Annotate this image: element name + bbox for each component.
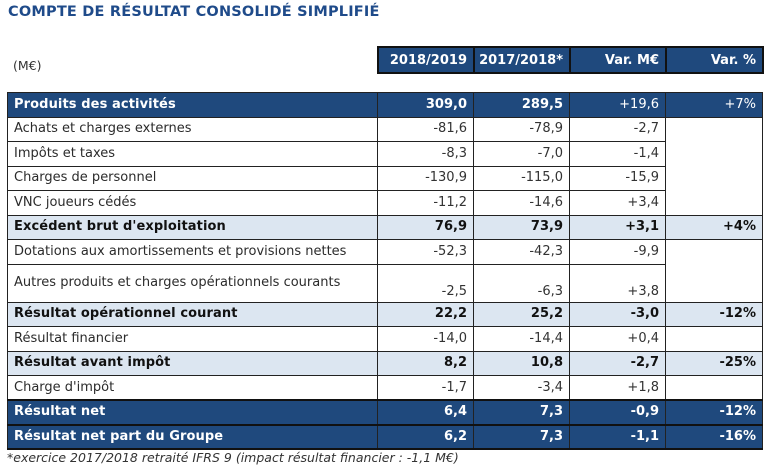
value-2018-2019: 6,4 bbox=[377, 399, 474, 425]
row-label: Dotations aux amortissements et provisio… bbox=[7, 239, 378, 265]
value-2017-2018: -115,0 bbox=[473, 165, 570, 191]
row-label: Charge d'impôt bbox=[7, 375, 378, 401]
value-var-pct: -25% bbox=[665, 350, 763, 376]
table-row-achats: Achats et charges externes -81,6 -78,9 -… bbox=[7, 116, 763, 216]
value-var-pct: +4% bbox=[665, 214, 763, 240]
value-var-pct: +7% bbox=[665, 92, 763, 118]
value-2018-2019: -8,3 bbox=[377, 141, 474, 167]
value-2017-2018: 289,5 bbox=[473, 92, 570, 118]
row-label: Résultat avant impôt bbox=[7, 350, 378, 376]
row-label: Achats et charges externes bbox=[7, 116, 378, 142]
value-2018-2019: 22,2 bbox=[377, 301, 474, 327]
value-var-pct: -16% bbox=[665, 423, 763, 450]
value-var-m: -15,9 bbox=[569, 165, 666, 191]
table-row-autres-produits: Autres produits et charges opérationnels… bbox=[7, 263, 763, 303]
value-2017-2018: -42,3 bbox=[473, 239, 570, 265]
value-2018-2019: -2,5 bbox=[377, 263, 474, 303]
table-row-resultat-avant-impot: Résultat avant impôt 8,2 10,8 -2,7 -25% bbox=[7, 350, 763, 376]
value-2017-2018: -3,4 bbox=[473, 375, 570, 401]
value-var-pct-empty bbox=[665, 326, 763, 352]
row-label: VNC joueurs cédés bbox=[7, 190, 378, 216]
value-2017-2018: 7,3 bbox=[473, 399, 570, 425]
value-2017-2018: -7,0 bbox=[473, 141, 570, 167]
row-label: Résultat net bbox=[7, 399, 378, 425]
column-header: 2018/2019 2017/2018* Var. M€ Var. % bbox=[377, 46, 764, 74]
table-row-dotations: Dotations aux amortissements et provisio… bbox=[7, 239, 763, 303]
value-2017-2018: 7,3 bbox=[473, 423, 570, 450]
value-var-m: +3,8 bbox=[569, 263, 666, 303]
value-2017-2018: 73,9 bbox=[473, 214, 570, 240]
column-header-var-pct: Var. % bbox=[665, 46, 764, 74]
value-2018-2019: 6,2 bbox=[377, 423, 474, 450]
row-label: Impôts et taxes bbox=[7, 141, 378, 167]
value-var-m: -1,1 bbox=[569, 423, 666, 450]
value-2017-2018: -78,9 bbox=[473, 116, 570, 142]
value-var-pct-empty bbox=[665, 116, 763, 216]
value-var-m: +3,1 bbox=[569, 214, 666, 240]
table-row-charge-impot: Charge d'impôt -1,7 -3,4 +1,8 bbox=[7, 375, 763, 401]
column-header-2017-2018: 2017/2018* bbox=[473, 46, 571, 74]
value-var-m: -0,9 bbox=[569, 399, 666, 425]
value-2018-2019: 8,2 bbox=[377, 350, 474, 376]
value-2018-2019: -11,2 bbox=[377, 190, 474, 216]
income-statement-table: Produits des activités 309,0 289,5 +19,6… bbox=[7, 92, 763, 450]
footnote: *exercice 2017/2018 retraité IFRS 9 (imp… bbox=[7, 450, 459, 465]
table-row-resultat-financier: Résultat financier -14,0 -14,4 +0,4 bbox=[7, 326, 763, 352]
value-2018-2019: -1,7 bbox=[377, 375, 474, 401]
row-label: Produits des activités bbox=[7, 92, 378, 118]
value-var-m: +1,8 bbox=[569, 375, 666, 401]
value-2017-2018: 10,8 bbox=[473, 350, 570, 376]
value-var-m: +19,6 bbox=[569, 92, 666, 118]
value-2017-2018: 25,2 bbox=[473, 301, 570, 327]
value-var-m: +3,4 bbox=[569, 190, 666, 216]
value-2017-2018: -14,4 bbox=[473, 326, 570, 352]
value-var-pct: -12% bbox=[665, 301, 763, 327]
row-label: Résultat net part du Groupe bbox=[7, 423, 378, 450]
value-2018-2019: -14,0 bbox=[377, 326, 474, 352]
value-var-m: -2,7 bbox=[569, 350, 666, 376]
value-var-pct: -12% bbox=[665, 399, 763, 425]
table-row-impots: Impôts et taxes -8,3 -7,0 -1,4 bbox=[7, 141, 763, 167]
row-label: Autres produits et charges opérationnels… bbox=[7, 263, 378, 303]
value-2018-2019: 309,0 bbox=[377, 92, 474, 118]
value-2018-2019: 76,9 bbox=[377, 214, 474, 240]
value-var-m: -9,9 bbox=[569, 239, 666, 265]
table-row-vnc: VNC joueurs cédés -11,2 -14,6 +3,4 bbox=[7, 190, 763, 216]
table-row-resultat-net: Résultat net 6,4 7,3 -0,9 -12% bbox=[7, 399, 763, 425]
value-var-pct-empty bbox=[665, 375, 763, 401]
row-label: Charges de personnel bbox=[7, 165, 378, 191]
value-2017-2018: -6,3 bbox=[473, 263, 570, 303]
value-var-m: -2,7 bbox=[569, 116, 666, 142]
row-label: Résultat financier bbox=[7, 326, 378, 352]
value-2018-2019: -81,6 bbox=[377, 116, 474, 142]
value-var-pct-empty bbox=[665, 239, 763, 303]
table-row-charges-personnel: Charges de personnel -130,9 -115,0 -15,9 bbox=[7, 165, 763, 191]
value-var-m: -3,0 bbox=[569, 301, 666, 327]
unit-label: (M€) bbox=[13, 58, 42, 73]
table-row-produits: Produits des activités 309,0 289,5 +19,6… bbox=[7, 92, 763, 118]
column-header-var-m: Var. M€ bbox=[569, 46, 667, 74]
table-row-ebe: Excédent brut d'exploitation 76,9 73,9 +… bbox=[7, 214, 763, 240]
value-2017-2018: -14,6 bbox=[473, 190, 570, 216]
value-var-m: +0,4 bbox=[569, 326, 666, 352]
table-row-resultat-net-groupe: Résultat net part du Groupe 6,2 7,3 -1,1… bbox=[7, 423, 763, 450]
value-2018-2019: -52,3 bbox=[377, 239, 474, 265]
column-header-2018-2019: 2018/2019 bbox=[377, 46, 475, 74]
page-title: COMPTE DE RÉSULTAT CONSOLIDÉ SIMPLIFIÉ bbox=[8, 4, 380, 20]
row-label: Excédent brut d'exploitation bbox=[7, 214, 378, 240]
row-label: Résultat opérationnel courant bbox=[7, 301, 378, 327]
table-row-roc: Résultat opérationnel courant 22,2 25,2 … bbox=[7, 301, 763, 327]
value-var-m: -1,4 bbox=[569, 141, 666, 167]
value-2018-2019: -130,9 bbox=[377, 165, 474, 191]
